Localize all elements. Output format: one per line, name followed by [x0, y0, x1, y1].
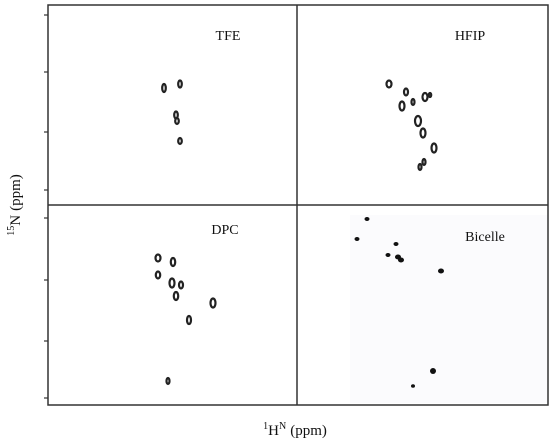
x-label-isotope: 1	[263, 421, 268, 432]
y-axis-label: 15N (ppm)	[6, 174, 24, 236]
y-label-isotope: 15	[6, 226, 17, 236]
bicelle-peaks	[354, 217, 444, 388]
x-label-superscript: N	[279, 421, 286, 432]
y-label-unit: (ppm)	[8, 174, 24, 211]
tfe-peaks	[161, 79, 183, 146]
panel-label: HFIP	[455, 29, 486, 44]
bicelle-background	[350, 215, 548, 403]
panel-label: TFE	[216, 29, 241, 44]
panel-label: DPC	[211, 223, 238, 238]
x-label-nucleus: H	[268, 423, 279, 439]
x-axis-label: 1HN (ppm)	[263, 421, 327, 439]
panel-label: Bicelle	[465, 230, 505, 245]
y-label-nucleus: N	[8, 215, 24, 226]
panel-frames	[47, 4, 549, 406]
dpc-peaks	[154, 253, 217, 386]
hfip-peaks	[385, 79, 438, 172]
axis-ticks	[44, 14, 48, 399]
x-label-unit: (ppm)	[290, 423, 327, 439]
